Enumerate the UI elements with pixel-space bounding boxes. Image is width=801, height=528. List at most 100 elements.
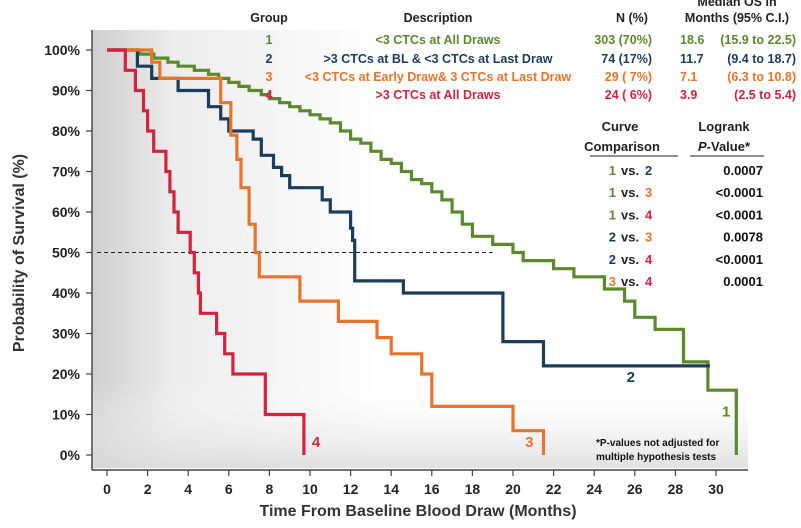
y-tick-label: 60% xyxy=(52,204,81,220)
survival-curve-1 xyxy=(107,48,738,455)
comparison-curve-b: 4 xyxy=(645,207,653,222)
comparison-row: 1 vs. 2 0.0007 xyxy=(609,163,763,178)
y-tick-label: 40% xyxy=(52,285,81,301)
comparison-vs: vs. xyxy=(621,207,639,222)
axes xyxy=(86,30,748,476)
legend-description: >3 CTCs at BL & <3 CTCs at Last Draw xyxy=(323,52,552,66)
legend-rows: 1 <3 CTCs at All Draws 303 (70%) 18.6 (15.9 … xyxy=(266,33,796,102)
comparison-p-value: <0.0001 xyxy=(716,252,763,267)
comparison-header-p-rest: -Value* xyxy=(707,139,751,154)
curve-label-1: 1 xyxy=(722,404,730,421)
y-tick-label: 80% xyxy=(52,123,81,139)
legend-row: 2 >3 CTCs at BL & <3 CTCs at Last Draw 74 … xyxy=(266,52,796,66)
curve-labels: 1 2 3 4 xyxy=(312,369,730,451)
legend-header-description: Description xyxy=(404,11,473,25)
legend-group-number: 2 xyxy=(266,52,273,66)
x-tick-label: 18 xyxy=(465,481,481,497)
comparison-table: Curve Comparison Logrank P-Value* 1 vs. 2 0… xyxy=(584,119,764,463)
legend-group-number: 1 xyxy=(266,33,273,47)
comparison-p-value: 0.0078 xyxy=(723,230,763,245)
legend-row: 1 <3 CTCs at All Draws 303 (70%) 18.6 (15.9 … xyxy=(266,33,796,47)
legend-row: 3 <3 CTCs at Early Draw& 3 CTCs at Last D… xyxy=(266,70,796,84)
x-tick-label: 26 xyxy=(627,481,643,497)
plot-background xyxy=(93,30,748,468)
legend-n: 24 ( 6%) xyxy=(605,88,652,102)
comparison-curve-b: 4 xyxy=(645,252,653,267)
legend-row: 4 >3 CTCs at All Draws 24 ( 6%) 3.9 (2.5 to … xyxy=(266,88,796,102)
plot-area-shade xyxy=(93,30,748,468)
x-tick-label: 2 xyxy=(144,481,152,497)
comparison-header-curve-2: Comparison xyxy=(584,139,660,154)
legend-median: 3.9 xyxy=(680,88,697,102)
curve-label-3: 3 xyxy=(525,434,533,451)
legend-group-number: 4 xyxy=(266,88,273,102)
curve-label-4: 4 xyxy=(312,434,321,451)
legend-ci: (15.9 to 22.5) xyxy=(720,33,796,47)
comparison-p-value: <0.0001 xyxy=(716,185,763,200)
comparison-header-logrank-2: P-Value* xyxy=(698,139,751,154)
comparison-header-p: P xyxy=(698,139,707,154)
x-tick-label: 6 xyxy=(225,481,233,497)
comparison-curve-b: 3 xyxy=(645,185,652,200)
footnote-line-2: multiple hypothesis tests xyxy=(596,452,716,463)
x-tick-label: 10 xyxy=(302,481,318,497)
comparison-curve-a: 1 xyxy=(609,207,616,222)
y-tick-label: 20% xyxy=(52,366,81,382)
legend-median: 11.7 xyxy=(680,52,704,66)
x-axis-label: Time From Baseline Blood Draw (Months) xyxy=(259,503,576,520)
survival-curve-4 xyxy=(107,48,306,455)
comparison-header-curve-1: Curve xyxy=(602,119,639,134)
y-tick-label: 0% xyxy=(60,447,81,463)
comparison-curve-b: 2 xyxy=(645,163,652,178)
legend-median: 18.6 xyxy=(680,33,704,47)
comparison-p-value: <0.0001 xyxy=(716,207,763,222)
y-tick-label: 100% xyxy=(44,42,80,58)
comparison-curve-a: 1 xyxy=(609,163,616,178)
x-tick-label: 14 xyxy=(383,481,399,497)
x-tick-label: 16 xyxy=(424,481,440,497)
legend-header-median-2: Months (95% C.I.) xyxy=(685,11,789,25)
x-tick-label: 28 xyxy=(668,481,684,497)
legend-median: 7.1 xyxy=(680,70,697,84)
legend-n: 29 ( 7%) xyxy=(605,70,652,84)
comparison-header-logrank-1: Logrank xyxy=(698,119,750,134)
x-tick-label: 24 xyxy=(586,481,602,497)
comparison-vs: vs. xyxy=(621,163,639,178)
comparison-vs: vs. xyxy=(621,230,639,245)
comparison-curve-a: 3 xyxy=(609,274,616,289)
legend-header-median-1: Median OS in xyxy=(697,0,776,9)
comparison-curve-a: 1 xyxy=(609,185,616,200)
comparison-curve-b: 3 xyxy=(645,230,652,245)
legend-description: <3 CTCs at All Draws xyxy=(376,33,501,47)
legend-description: <3 CTCs at Early Draw& 3 CTCs at Last Dr… xyxy=(305,70,572,84)
legend-n: 303 (70%) xyxy=(594,33,652,47)
y-tick-label: 30% xyxy=(52,326,81,342)
comparison-curve-b: 4 xyxy=(645,274,653,289)
comparison-p-value: 0.0001 xyxy=(723,274,763,289)
comparison-row: 2 vs. 4 <0.0001 xyxy=(609,252,763,267)
series-group xyxy=(107,48,738,455)
x-tick-label: 20 xyxy=(505,481,521,497)
x-tick-label: 4 xyxy=(184,481,192,497)
comparison-vs: vs. xyxy=(621,252,639,267)
legend-header-group: Group xyxy=(250,11,288,25)
footnote-line-1: *P-values not adjusted for xyxy=(596,438,719,449)
tick-labels: 0 2 4 6 8 10 12 14 16 18 20 22 24 26 28 300%10%20%30%40… xyxy=(44,42,724,497)
survival-curve-2 xyxy=(107,48,710,368)
x-tick-label: 12 xyxy=(343,481,359,497)
x-tick-label: 8 xyxy=(266,481,274,497)
comparison-curve-a: 2 xyxy=(609,252,616,267)
comparison-row: 2 vs. 3 0.0078 xyxy=(609,230,763,245)
y-tick-label: 50% xyxy=(52,245,81,261)
curve-label-2: 2 xyxy=(627,369,635,386)
y-tick-label: 90% xyxy=(52,83,81,99)
legend-ci: (9.4 to 18.7) xyxy=(727,52,796,66)
comparison-curve-a: 2 xyxy=(609,230,616,245)
legend-ci: (6.3 to 10.8) xyxy=(727,70,796,84)
comparison-vs: vs. xyxy=(621,185,639,200)
comparison-row: 1 vs. 3 <0.0001 xyxy=(609,185,763,200)
comparison-row: 3 vs. 4 0.0001 xyxy=(609,274,763,289)
y-tick-label: 10% xyxy=(52,407,81,423)
